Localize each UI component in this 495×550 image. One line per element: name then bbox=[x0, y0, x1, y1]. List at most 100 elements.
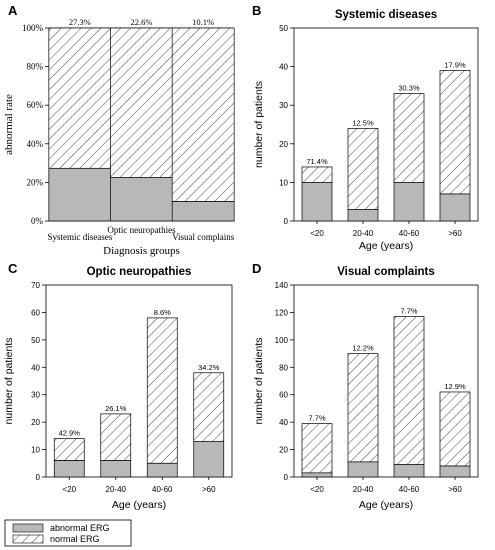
y-tick-label: 40 bbox=[279, 63, 288, 72]
plot-frame bbox=[293, 284, 479, 478]
y-tick-label: 40% bbox=[27, 139, 44, 149]
bar-percent-label: 7.7% bbox=[400, 307, 417, 316]
bar-abnormal-erg bbox=[48, 167, 112, 222]
bar-abnormal-erg bbox=[439, 193, 471, 222]
panels: A 0% 20% 40% 60% 80% 100% 27.3% Systemic disease… bbox=[3, 3, 479, 511]
bar-abnormal-erg bbox=[347, 209, 379, 222]
x-axis-label: Diagnosis groups bbox=[103, 245, 180, 257]
y-tick-label: 50 bbox=[279, 24, 288, 33]
y-tick-label: 140 bbox=[275, 281, 289, 290]
bar-percent-label: 27.3% bbox=[69, 17, 91, 27]
x-tick-label: >60 bbox=[448, 485, 462, 494]
bar-abnormal-erg bbox=[347, 461, 379, 478]
chart-panel-a: A 0% 20% 40% 60% 80% 100% 27.3% Systemic disease… bbox=[3, 3, 235, 257]
bar-normal-erg bbox=[439, 70, 471, 195]
x-tick-label: 40-60 bbox=[399, 485, 420, 494]
plot-frame bbox=[45, 284, 233, 478]
bar-normal-erg bbox=[110, 27, 173, 178]
bar-normal-erg bbox=[48, 27, 112, 169]
bar-abnormal-erg bbox=[110, 177, 173, 222]
chart-title: Optic neuropathies bbox=[87, 266, 192, 278]
y-axis-label: number of patients bbox=[253, 338, 265, 425]
y-tick-label: 100% bbox=[22, 23, 44, 33]
y-tick-label: 0 bbox=[284, 473, 289, 482]
x-tick-label: <20 bbox=[310, 485, 324, 494]
x-tick-label: 20-40 bbox=[353, 229, 374, 238]
y-tick-label: 40 bbox=[31, 363, 40, 372]
panel-letter: D bbox=[252, 261, 261, 276]
bar-percent-label: 22.6% bbox=[131, 17, 153, 27]
bar-percent-label: 34.2% bbox=[198, 363, 220, 372]
bar-abnormal-erg bbox=[53, 460, 85, 478]
legend: abnormal ERG normal ERG bbox=[4, 519, 132, 547]
bar-percent-label: 7.7% bbox=[308, 414, 325, 423]
panel-letter: B bbox=[252, 3, 261, 18]
bar-normal-erg bbox=[439, 391, 471, 467]
x-axis-label: Age (years) bbox=[359, 240, 413, 252]
chart-panel-b: B Systemic diseases 0 10 20 30 40 50 71.4% <20 12.… bbox=[252, 3, 479, 252]
bar-abnormal-erg bbox=[439, 465, 471, 478]
bar-percent-label: 26.1% bbox=[105, 404, 127, 413]
y-tick-label: 50 bbox=[31, 336, 40, 345]
bar-percent-label: 12.5% bbox=[352, 118, 374, 127]
x-tick-label: 40-60 bbox=[152, 485, 173, 494]
x-tick-label: 20-40 bbox=[106, 485, 127, 494]
bar-abnormal-erg bbox=[100, 460, 132, 478]
y-tick-label: 0 bbox=[36, 473, 41, 482]
bar-normal-erg bbox=[171, 27, 235, 202]
x-tick-label: >60 bbox=[202, 485, 216, 494]
bar-percent-label: 12.9% bbox=[444, 382, 466, 391]
chart-title: Systemic diseases bbox=[335, 9, 437, 21]
y-axis-label: number of patients bbox=[3, 338, 15, 425]
bar-normal-erg bbox=[100, 413, 132, 461]
bar-normal-erg bbox=[301, 423, 333, 474]
y-tick-label: 30 bbox=[279, 101, 288, 110]
legend-label-normal: normal ERG bbox=[50, 534, 100, 544]
bar-abnormal-erg bbox=[301, 472, 333, 478]
y-tick-label: 20 bbox=[279, 446, 288, 455]
legend-swatch-abnormal bbox=[12, 523, 44, 533]
x-tick-label: <20 bbox=[62, 485, 76, 494]
y-tick-label: 20% bbox=[27, 177, 44, 187]
y-tick-label: 80 bbox=[279, 363, 288, 372]
y-tick-label: 20 bbox=[279, 140, 288, 149]
bar-percent-label: 12.2% bbox=[352, 344, 374, 353]
y-axis-label: abnormal rate bbox=[3, 94, 15, 155]
bar-percent-label: 10.1% bbox=[192, 17, 214, 27]
y-tick-label: 0 bbox=[284, 217, 289, 226]
y-tick-label: 80% bbox=[27, 62, 44, 72]
bar-abnormal-erg bbox=[146, 462, 178, 478]
legend-label-abnormal: abnormal ERG bbox=[50, 523, 110, 533]
x-tick-label: 40-60 bbox=[399, 229, 420, 238]
x-axis-label: Age (years) bbox=[359, 499, 413, 511]
y-tick-label: 10 bbox=[31, 446, 40, 455]
bar-percent-label: 42.9% bbox=[59, 429, 81, 438]
bar-normal-erg bbox=[53, 438, 85, 461]
bar-percent-label: 8.6% bbox=[154, 308, 171, 317]
panel-letter: A bbox=[8, 3, 18, 18]
y-tick-label: 0% bbox=[31, 216, 44, 226]
x-tick-label: Optic neuropathies bbox=[107, 225, 176, 235]
y-tick-label: 60 bbox=[279, 391, 288, 400]
bar-normal-erg bbox=[347, 353, 379, 463]
bar-normal-erg bbox=[146, 317, 178, 464]
y-tick-label: 100 bbox=[275, 336, 289, 345]
x-axis-label: Age (years) bbox=[112, 499, 166, 511]
y-tick-label: 70 bbox=[31, 281, 40, 290]
y-tick-label: 40 bbox=[279, 418, 288, 427]
chart-panel-c: C Optic neuropathies 0 10 20 30 40 50 60 70 42.9% <… bbox=[3, 261, 233, 511]
plot-frame bbox=[293, 27, 479, 222]
panel-letter: C bbox=[8, 261, 18, 276]
bar-abnormal-erg bbox=[301, 182, 333, 222]
y-tick-label: 30 bbox=[31, 391, 40, 400]
x-tick-label: <20 bbox=[310, 229, 324, 238]
chart-panel-d: D Visual complaints 0 20 40 60 80 100 120 140 7.7%… bbox=[252, 261, 479, 511]
x-tick-label: 20-40 bbox=[353, 485, 374, 494]
bar-percent-label: 30.3% bbox=[398, 84, 420, 93]
x-tick-label: >60 bbox=[448, 229, 462, 238]
bar-abnormal-erg bbox=[393, 464, 425, 478]
bar-normal-erg bbox=[193, 372, 225, 442]
bar-percent-label: 71.4% bbox=[306, 157, 328, 166]
x-tick-label: Visual complains bbox=[172, 232, 235, 242]
